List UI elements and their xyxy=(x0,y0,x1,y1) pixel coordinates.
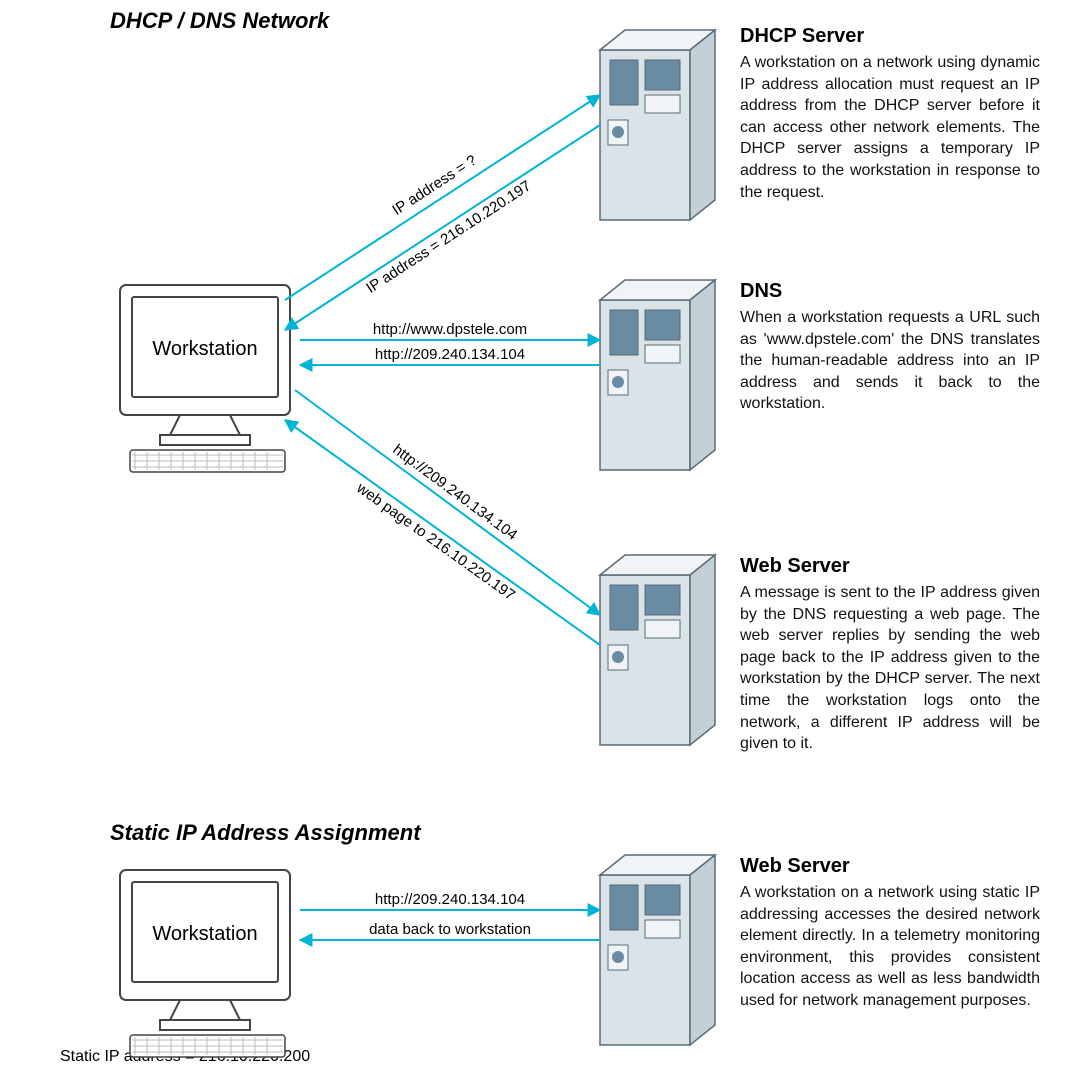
svg-text:http://209.240.134.104: http://209.240.134.104 xyxy=(375,891,525,908)
svg-text:Workstation: Workstation xyxy=(152,338,257,360)
svg-text:http://www.dpstele.com: http://www.dpstele.com xyxy=(373,321,527,338)
diagram-page: DHCP / DNS Network Static IP Address Ass… xyxy=(0,0,1080,1080)
server-icon xyxy=(600,30,715,220)
svg-text:web page to 216.10.220.197: web page to 216.10.220.197 xyxy=(353,479,518,604)
svg-text:IP address = 216.10.220.197: IP address = 216.10.220.197 xyxy=(363,177,534,296)
svg-text:data back to workstation: data back to workstation xyxy=(369,921,531,938)
workstation-icon: Workstation xyxy=(120,870,290,1057)
svg-text:Workstation: Workstation xyxy=(152,923,257,945)
server-icon xyxy=(600,280,715,470)
svg-text:http://209.240.134.104: http://209.240.134.104 xyxy=(375,346,525,363)
server-icon xyxy=(600,855,715,1045)
svg-text:IP address = ?: IP address = ? xyxy=(389,152,479,219)
diagram-svg: Workstation IP address = ?IP address = 21… xyxy=(0,0,1080,1080)
server-icon xyxy=(600,555,715,745)
workstation-icon: Workstation xyxy=(120,285,290,472)
